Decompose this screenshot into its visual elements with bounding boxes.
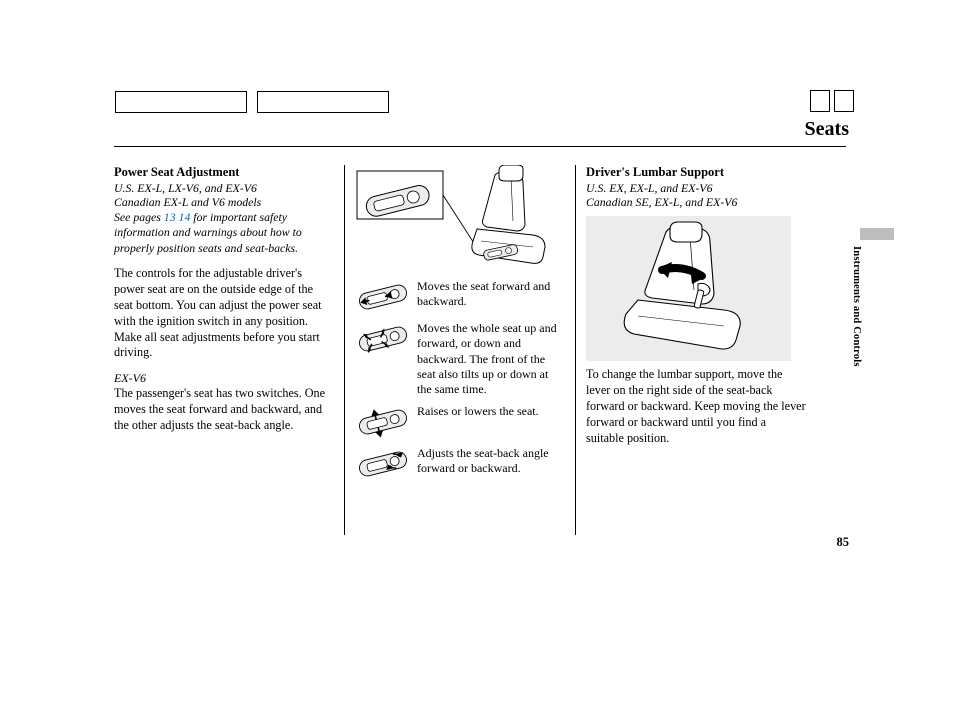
body-paragraph: The passenger's seat has two switches. O…: [114, 386, 334, 434]
switch-description-text: Moves the whole seat up and forward, or …: [417, 321, 565, 398]
switch-description-row: Raises or lowers the seat.: [355, 404, 565, 440]
header-square: [810, 90, 830, 112]
switch-description-row: Adjusts the seat-back angle forward or b…: [355, 446, 565, 482]
header-placeholder-squares: [810, 90, 854, 112]
switch-description-text: Moves the seat forward and backward.: [417, 279, 565, 310]
model-list: Canadian EX-L and V6 models: [114, 195, 334, 210]
header-rect: [115, 91, 247, 113]
body-paragraph: To change the lumbar support, move the l…: [586, 367, 806, 446]
model-list: U.S. EX-L, LX-V6, and EX-V6: [114, 181, 334, 196]
column-right: Driver's Lumbar Support U.S. EX, EX-L, a…: [578, 165, 806, 535]
header-rect: [257, 91, 389, 113]
column-left: Power Seat Adjustment U.S. EX-L, LX-V6, …: [114, 165, 342, 535]
seat-overview-illustration: [355, 165, 557, 275]
safety-note: See pages 13 14 for important safety inf…: [114, 210, 334, 256]
switch-icon-forward-backward: [355, 279, 411, 315]
column-divider: [575, 165, 576, 535]
page-link-13[interactable]: 13: [164, 210, 176, 224]
note-text: See pages: [114, 210, 164, 224]
column-divider: [344, 165, 345, 535]
switch-icon-seatback-angle: [355, 446, 411, 482]
model-list: Canadian SE, EX-L, and EX-V6: [586, 195, 806, 210]
switch-description-row: Moves the seat forward and backward.: [355, 279, 565, 315]
body-paragraph: The controls for the adjustable driver's…: [114, 266, 334, 361]
header-square: [834, 90, 854, 112]
switch-icon-whole-seat: [355, 321, 411, 357]
title-rule: [114, 146, 846, 147]
header-placeholder-rects: [115, 91, 389, 113]
model-list: U.S. EX, EX-L, and EX-V6: [586, 181, 806, 196]
page-number: 85: [837, 535, 850, 550]
switch-description-row: Moves the whole seat up and forward, or …: [355, 321, 565, 398]
lumbar-illustration: [586, 216, 791, 361]
sub-model-label: EX-V6: [114, 371, 334, 386]
side-tab: [860, 228, 874, 388]
section-heading-lumbar: Driver's Lumbar Support: [586, 165, 806, 181]
page-link-14[interactable]: 14: [179, 210, 191, 224]
switch-description-text: Raises or lowers the seat.: [417, 404, 565, 419]
side-tab-grey: [860, 228, 894, 240]
switch-icon-raise-lower: [355, 404, 411, 440]
column-middle: Moves the seat forward and backward.: [347, 165, 573, 535]
page-title: Seats: [805, 118, 849, 141]
section-heading-power-seat: Power Seat Adjustment: [114, 165, 334, 181]
switch-description-text: Adjusts the seat-back angle forward or b…: [417, 446, 565, 477]
